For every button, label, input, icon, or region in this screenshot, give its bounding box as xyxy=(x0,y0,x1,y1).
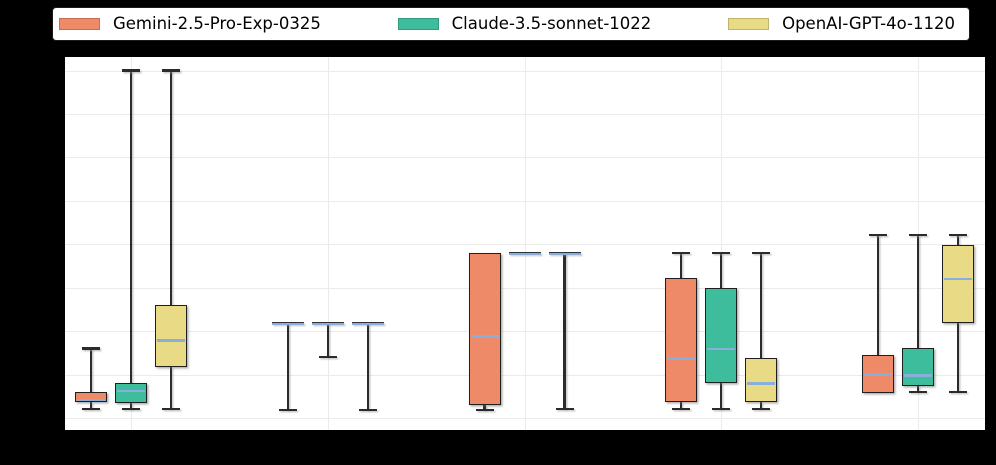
box-openai-c5 xyxy=(942,244,974,323)
whisker-lower-claude-c2 xyxy=(326,322,329,358)
whisker-upper-claude-c1 xyxy=(129,70,133,384)
whisker-cap-top-openai-c5 xyxy=(949,234,967,237)
whisker-cap-bottom-gemini-c4 xyxy=(672,408,691,411)
box-gemini-c3 xyxy=(468,252,501,405)
whisker-cap-top-claude-c5 xyxy=(909,234,927,237)
median-gemini-c1 xyxy=(77,398,105,402)
median-gemini-c4 xyxy=(667,357,696,360)
median-openai-c1 xyxy=(157,339,185,342)
legend-item-openai: OpenAI-GPT-4o-1120 xyxy=(728,13,955,33)
box-claude-c5 xyxy=(902,348,934,386)
whisker-cap-bottom-gemini-c1 xyxy=(82,408,100,411)
whisker-upper-openai-c1 xyxy=(169,70,173,306)
whisker-lower-openai-c1 xyxy=(169,366,173,410)
whisker-cap-top-claude-c4 xyxy=(712,251,731,255)
median-gemini-c3 xyxy=(470,335,499,339)
box-claude-c4 xyxy=(705,288,738,384)
whisker-upper-claude-c5 xyxy=(916,235,920,349)
whisker-cap-top-openai-c4 xyxy=(752,251,771,255)
whisker-lower-gemini-c4 xyxy=(680,402,683,410)
whisker-lower-claude-c1 xyxy=(129,403,133,410)
whisker-cap-bottom-openai-c1 xyxy=(162,408,180,411)
median-claude-c3 xyxy=(508,251,541,255)
legend-label-gemini: Gemini-2.5-Pro-Exp-0325 xyxy=(113,13,321,33)
whisker-lower-gemini-c1 xyxy=(89,401,93,410)
legend-swatch-claude xyxy=(397,18,439,30)
whisker-upper-openai-c5 xyxy=(956,235,960,245)
legend-item-claude: Claude-3.5-sonnet-1022 xyxy=(397,13,652,33)
whisker-cap-bottom-claude-c5 xyxy=(909,390,927,394)
median-gemini-c2 xyxy=(271,321,304,325)
whisker-upper-gemini-c5 xyxy=(876,235,880,355)
legend-swatch-openai xyxy=(728,18,770,30)
whisker-cap-top-gemini-c4 xyxy=(672,251,691,255)
whisker-cap-bottom-claude-c1 xyxy=(122,408,140,411)
box-claude-c1 xyxy=(115,383,147,404)
whisker-cap-top-claude-c1 xyxy=(122,69,140,72)
whisker-cap-bottom-openai-c5 xyxy=(949,390,967,394)
legend-label-openai: OpenAI-GPT-4o-1120 xyxy=(782,13,955,33)
median-gemini-c5 xyxy=(864,373,892,376)
whisker-cap-top-openai-c1 xyxy=(162,69,180,72)
whisker-upper-gemini-c1 xyxy=(89,348,93,393)
median-openai-c2 xyxy=(351,321,384,325)
whisker-cap-bottom-gemini-c2 xyxy=(278,409,297,412)
whisker-upper-openai-c4 xyxy=(760,252,763,359)
x-gridline xyxy=(524,57,526,430)
whisker-lower-openai-c3 xyxy=(563,252,566,410)
whisker-cap-bottom-openai-c4 xyxy=(752,408,771,411)
whisker-cap-bottom-claude-c4 xyxy=(712,408,731,411)
whisker-upper-claude-c4 xyxy=(720,252,723,289)
whisker-upper-gemini-c4 xyxy=(680,252,683,279)
box-openai-c4 xyxy=(745,358,778,403)
legend-item-gemini: Gemini-2.5-Pro-Exp-0325 xyxy=(59,13,321,33)
whisker-lower-openai-c5 xyxy=(956,322,960,392)
legend-swatch-gemini xyxy=(59,18,100,30)
whisker-lower-gemini-c3 xyxy=(483,404,486,411)
whisker-lower-gemini-c2 xyxy=(286,322,289,411)
x-gridline xyxy=(721,57,723,430)
legend: Gemini-2.5-Pro-Exp-0325 Claude-3.5-sonnet… xyxy=(52,7,970,41)
whisker-cap-bottom-openai-c3 xyxy=(555,408,574,411)
median-openai-c4 xyxy=(747,381,776,385)
plot-area xyxy=(65,57,985,430)
legend-label-claude: Claude-3.5-sonnet-1022 xyxy=(451,13,652,33)
whisker-cap-bottom-claude-c2 xyxy=(318,356,337,359)
median-openai-c3 xyxy=(548,251,581,255)
whisker-cap-bottom-openai-c2 xyxy=(358,409,377,412)
median-claude-c2 xyxy=(311,321,344,325)
median-claude-c5 xyxy=(904,374,932,377)
whisker-lower-openai-c4 xyxy=(760,402,763,410)
median-claude-c4 xyxy=(707,347,736,351)
whisker-lower-claude-c4 xyxy=(720,383,723,410)
whisker-cap-top-gemini-c1 xyxy=(82,347,100,350)
median-openai-c5 xyxy=(944,277,972,281)
x-gridline xyxy=(327,57,329,430)
box-gemini-c4 xyxy=(665,278,698,403)
median-claude-c1 xyxy=(117,389,145,393)
whisker-lower-openai-c2 xyxy=(366,322,369,411)
whisker-cap-top-gemini-c5 xyxy=(869,234,887,237)
whisker-lower-claude-c5 xyxy=(916,385,920,392)
whisker-cap-bottom-gemini-c3 xyxy=(475,409,494,412)
box-openai-c1 xyxy=(155,305,187,367)
